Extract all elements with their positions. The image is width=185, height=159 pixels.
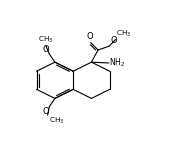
Text: O: O [86,32,93,41]
Text: O: O [42,107,49,116]
Text: O: O [110,36,117,45]
Text: CH$_3$: CH$_3$ [48,116,64,126]
Text: O: O [42,45,49,54]
Text: CH$_3$: CH$_3$ [116,29,131,39]
Text: CH$_3$: CH$_3$ [38,35,53,45]
Text: NH$_2$: NH$_2$ [109,57,126,69]
